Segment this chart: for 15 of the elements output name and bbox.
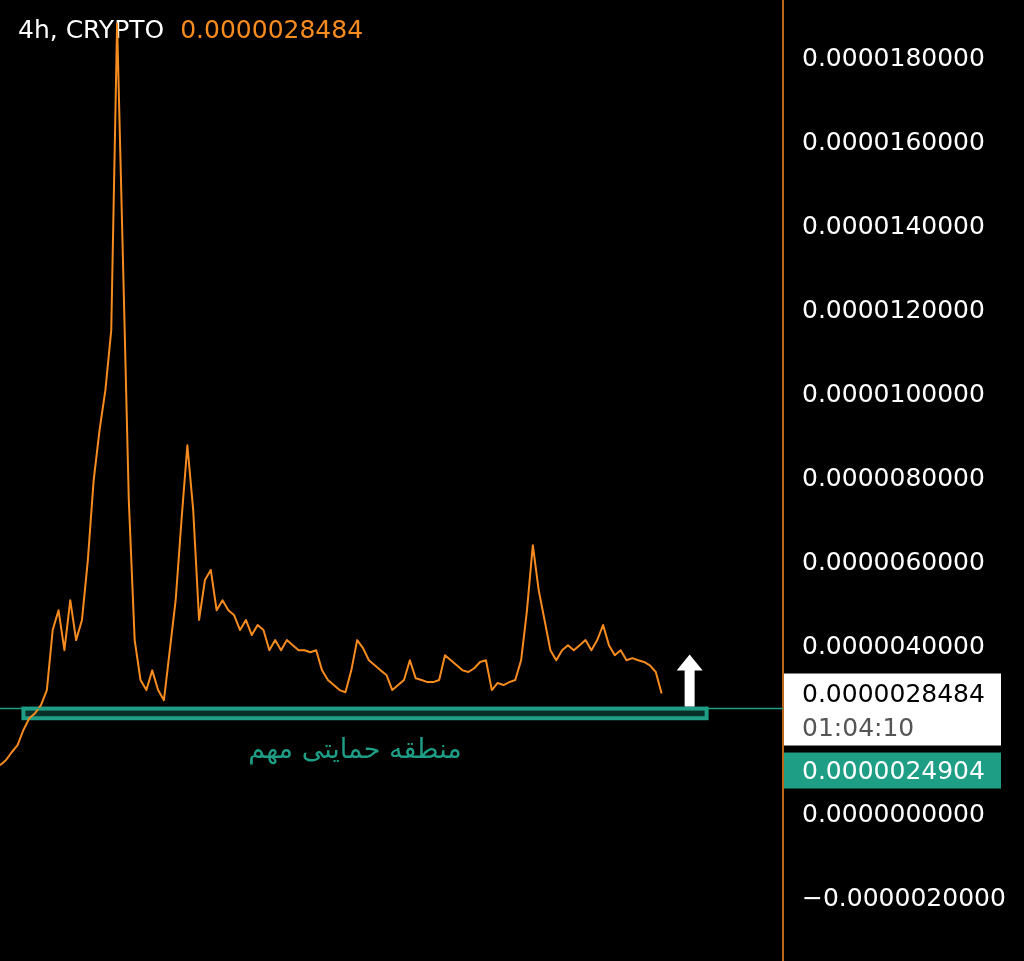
y-tick-label: 0.0000140000 <box>802 210 985 240</box>
y-tick-label: 0.0000060000 <box>802 546 985 576</box>
y-tick-label: −0.0000020000 <box>802 882 1006 912</box>
y-tick-label: 0.0000080000 <box>802 462 985 492</box>
y-tick-label: 0.0000180000 <box>802 42 985 72</box>
y-tick-label: 0.0000000000 <box>802 798 985 828</box>
y-tick-label: 0.0000160000 <box>802 126 985 156</box>
y-tick-label: 0.0000040000 <box>802 630 985 660</box>
ref-line-label: 0.0000024904 <box>802 756 985 786</box>
y-tick-label: 0.0000100000 <box>802 378 985 408</box>
text: 0.0000028484 <box>180 15 364 44</box>
text: 0.0000028484 <box>802 679 985 709</box>
band-label: منطقه حمایتی مهم <box>248 733 462 766</box>
y-tick-label: 0.0000120000 <box>802 294 985 324</box>
text: 01:04:10 <box>802 713 915 743</box>
